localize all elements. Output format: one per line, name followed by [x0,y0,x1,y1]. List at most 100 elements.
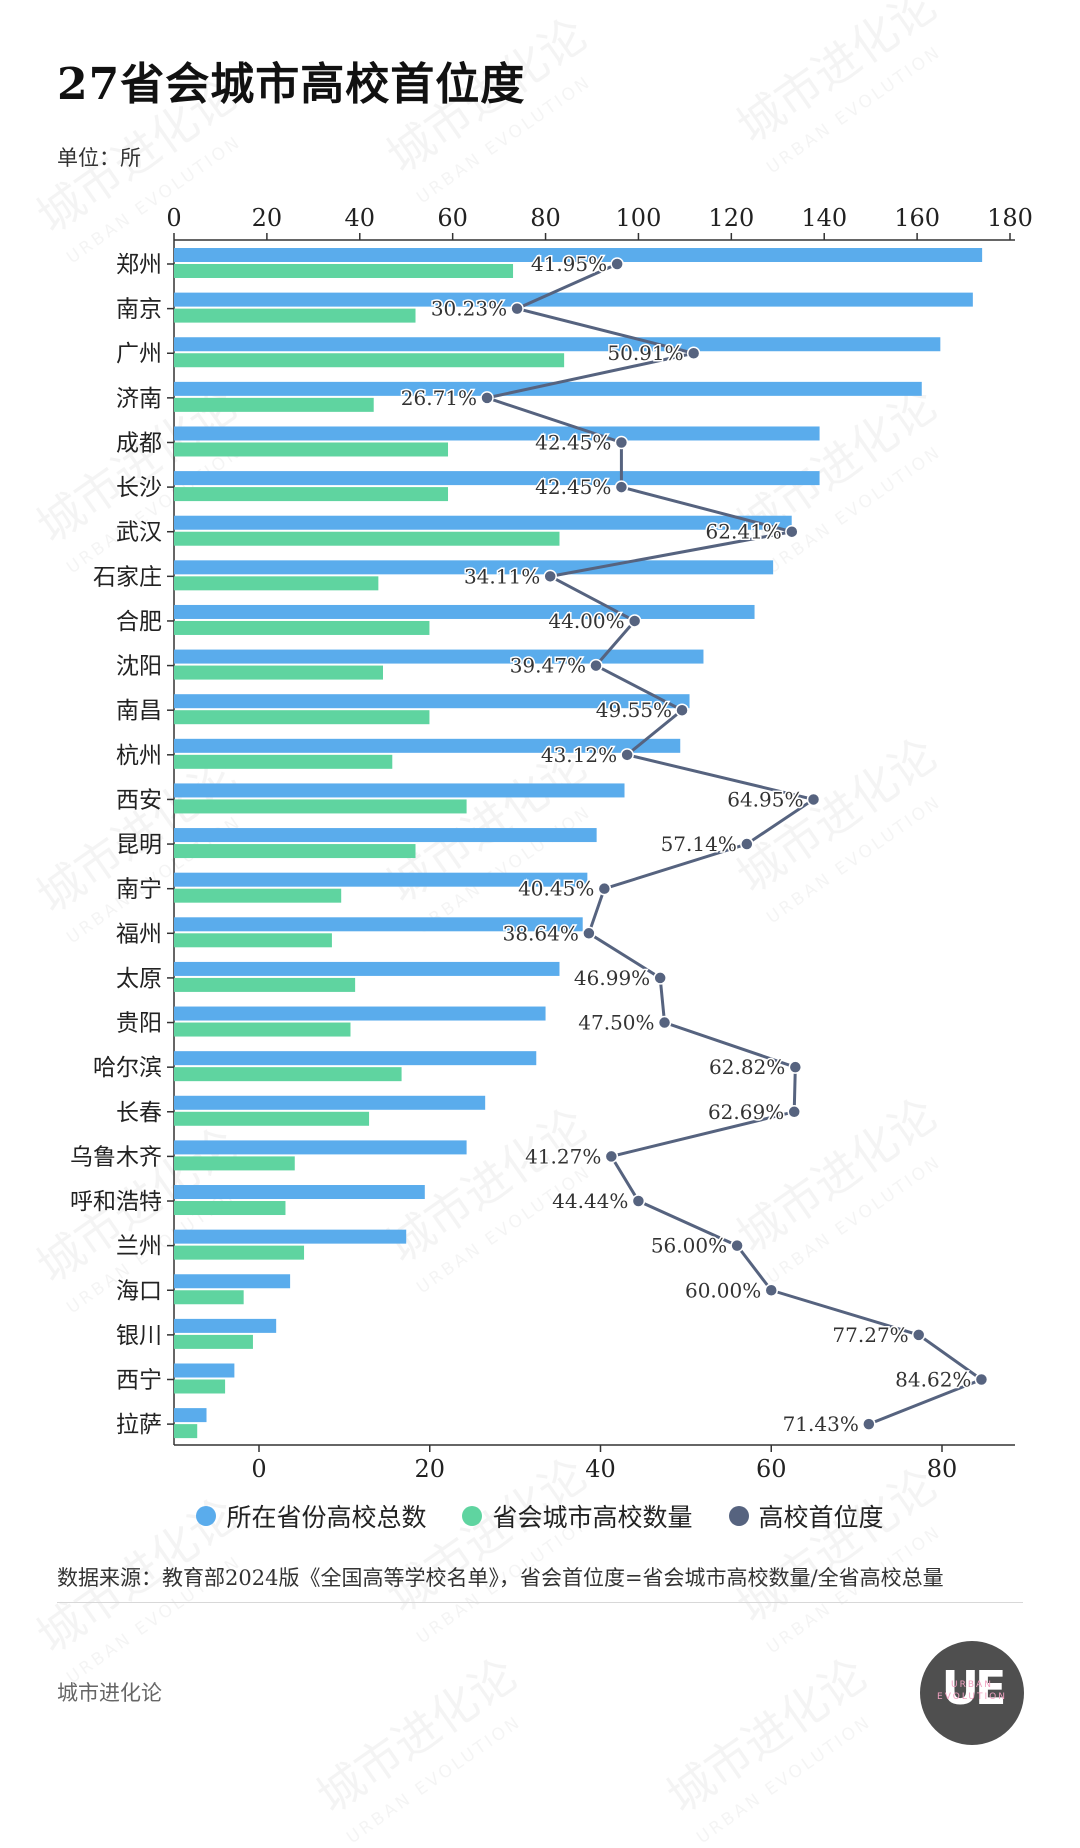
category-label: 昆明 [116,832,162,858]
capital-bar [174,754,393,769]
capital-bar [174,264,514,278]
category-label: 银川 [116,1323,162,1349]
brand-name: 城市进化论 [57,1681,162,1705]
capital-bar [174,1334,253,1349]
category-label: 乌鲁木齐 [70,1144,162,1170]
primacy-point [653,971,667,985]
primacy-data-label: 57.14% [661,832,737,856]
capital-bar [174,710,430,725]
bottom-axis-tick-label: 20 [414,1455,445,1480]
category-label: 郑州 [116,252,162,278]
total-bar [174,1140,467,1155]
category-label: 太原 [116,966,162,992]
primacy-point [686,346,701,360]
category-label: 广州 [116,341,162,367]
capital-bar [174,933,332,948]
category-label: 合肥 [116,609,162,635]
primacy-data-label: 34.11% [464,564,540,588]
primacy-data-label: 44.00% [548,609,624,633]
primacy-point [480,391,494,405]
total-bar [174,381,922,396]
logo-subtext: URBAN EVOLUTION [937,1680,1007,1702]
capital-bar [174,308,416,323]
primacy-point [974,1372,989,1387]
primacy-data-label: 42.45% [535,475,611,499]
unit-label: 单位：所 [57,146,141,170]
capital-bar [174,1245,305,1260]
data-source-note: 数据来源：教育部2024版《全国高等学校名单》，省会首位度=省会城市高校数量/全… [57,1566,944,1590]
watermark-text: 城市进化论 [652,1640,878,1826]
total-bar [174,248,983,262]
legend-item-capital: 省会城市高校数量 [462,1498,693,1534]
primacy-data-label: 43.12% [541,743,617,767]
primacy-data-label: 64.95% [727,787,803,811]
chart: 0 20 40 60 80 100 120 140 160 180 0 20 40 60 80 郑州南京广州济… [70,204,1033,1480]
total-bar [174,1274,291,1289]
primacy-point [911,1328,926,1342]
primacy-point [627,614,642,628]
primacy-data-label: 84.62% [895,1368,971,1392]
total-bar [174,471,820,486]
top-axis-tick-label: 120 [708,204,754,232]
total-bar [174,426,820,441]
capital-bar [174,1156,295,1171]
primacy-data-label: 62.69% [708,1100,784,1124]
primacy-point [604,1149,619,1164]
capital-bar [174,531,560,546]
primacy-point [806,792,821,807]
primacy-data-label: 46.99% [574,966,650,990]
total-bar [174,1051,537,1066]
total-bar [174,1408,207,1423]
legend-label-capital: 省会城市高校数量 [492,1503,693,1532]
legend-label-total: 所在省份高校总数 [226,1503,427,1532]
primacy-point [610,257,624,271]
capital-bar [174,799,467,814]
primacy-data-label: 47.50% [578,1011,654,1035]
category-label: 西安 [116,787,162,813]
legend-item-total: 所在省份高校总数 [196,1498,426,1534]
top-axis-tick-label: 160 [894,204,940,232]
bottom-axis-tick-label: 40 [585,1455,616,1480]
brand-logo: UE URBAN EVOLUTION [920,1641,1024,1745]
category-label: 南宁 [116,877,162,903]
primacy-data-label: 60.00% [685,1278,761,1302]
category-label: 南昌 [116,698,162,724]
capital-bar [174,576,379,591]
page-title: 27省会城市高校首位度 [57,59,526,110]
primacy-point [614,480,629,494]
capital-bar [174,665,383,680]
capital-bar [174,977,356,992]
total-bar [174,337,941,352]
primacy-data-label: 62.41% [706,520,782,544]
capital-bar [174,442,449,457]
top-axis-tick-label: 80 [530,204,561,232]
primacy-point [730,1238,744,1253]
total-bar [174,828,597,843]
total-bar [174,694,690,709]
legend-item-primacy: 高校首位度 [728,1498,884,1534]
primacy-data-label: 56.00% [651,1234,727,1258]
logo-mark: UE [941,1661,1007,1715]
primacy-point [597,881,612,896]
capital-bar [174,1379,226,1394]
category-label: 成都 [116,430,162,456]
primacy-point [589,658,603,673]
category-label: 福州 [116,921,162,947]
category-label: 杭州 [116,743,162,769]
capital-bar [174,888,342,903]
top-axis-tick-label: 60 [437,204,468,232]
primacy-point [788,1060,803,1074]
top-axis-tick-label: 140 [801,204,847,232]
bottom-axis-tick-label: 80 [927,1455,958,1480]
primacy-data-label: 40.45% [518,877,594,901]
category-label: 贵阳 [116,1011,162,1037]
primacy-point [740,837,754,851]
legend: 所在省份高校总数 省会城市高校数量 高校首位度 [0,1498,1080,1534]
capital-bar [174,1290,244,1305]
legend-label-primacy: 高校首位度 [758,1503,884,1532]
total-bar [174,738,681,753]
watermark-subtext: URBAN EVOLUTION [693,1712,875,1848]
total-bar [174,649,704,664]
category-label: 呼和浩特 [70,1189,162,1215]
primacy-point [631,1194,646,1208]
